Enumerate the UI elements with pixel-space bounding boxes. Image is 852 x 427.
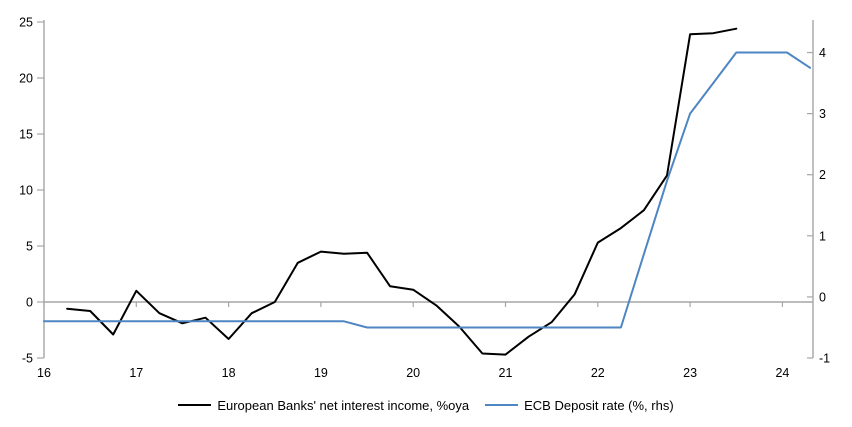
legend-item-deposit-rate: ECB Deposit rate (%, rhs) — [485, 398, 674, 413]
left-axis-tick-label: 20 — [19, 72, 33, 86]
x-axis-tick-label: 22 — [591, 366, 605, 380]
right-axis-tick-label: 2 — [819, 168, 826, 182]
right-axis-tick-label: 1 — [819, 229, 826, 243]
legend-label-deposit-rate: ECB Deposit rate (%, rhs) — [524, 397, 674, 413]
x-axis-tick-label: 16 — [37, 366, 51, 380]
x-axis-tick-label: 21 — [499, 366, 513, 380]
left-axis-tick-label: -5 — [22, 352, 33, 366]
right-axis-tick-label: 0 — [819, 290, 826, 304]
right-axis-tick-label: 4 — [819, 46, 826, 60]
left-axis-tick-label: 10 — [19, 184, 33, 198]
x-axis-tick-label: 19 — [314, 366, 328, 380]
right-axis-tick-label: 3 — [819, 107, 826, 121]
deposit-rate-line — [43, 51, 812, 329]
deposit-rate-line-swatch — [485, 404, 519, 406]
left-axis-tick-label: 0 — [26, 296, 33, 310]
x-axis-tick-label: 23 — [683, 366, 697, 380]
legend-item-nii: European Banks' net interest income, %oy… — [178, 398, 469, 413]
nii-line-swatch — [178, 404, 212, 406]
left-axis-tick-label: 15 — [19, 128, 33, 142]
right-axis-tick-label: -1 — [819, 352, 830, 366]
nii-line — [66, 27, 738, 356]
legend-label-nii: European Banks' net interest income, %oy… — [217, 397, 470, 413]
left-axis-tick-label: 5 — [26, 240, 33, 254]
legend: European Banks' net interest income, %oy… — [0, 396, 852, 414]
x-axis-tick-label: 18 — [222, 366, 236, 380]
x-axis-tick-label: 17 — [129, 366, 143, 380]
left-axis-tick-label: 25 — [19, 16, 33, 30]
x-axis-tick-label: 24 — [775, 366, 789, 380]
x-axis-tick-label: 20 — [406, 366, 420, 380]
